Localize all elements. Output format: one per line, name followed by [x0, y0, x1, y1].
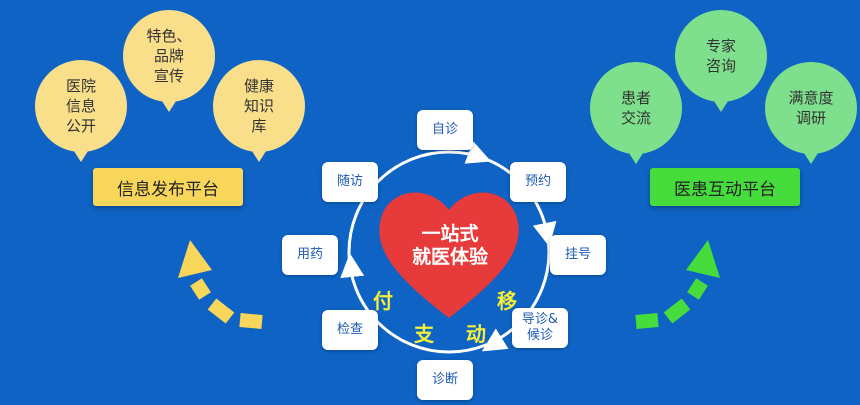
right-bubble: 患者 交流 [590, 62, 682, 164]
interaction-platform-label: 医患互动平台 [650, 168, 800, 206]
cycle-arrow [340, 253, 365, 279]
pay-char: 动 [466, 322, 486, 346]
cycle-ring [347, 150, 551, 354]
pay-char: 支 [414, 322, 434, 346]
step-box: 用药 [282, 235, 338, 275]
cycle-arrow [481, 328, 509, 352]
left-arrow [178, 240, 263, 329]
step-box: 挂号 [550, 235, 606, 275]
pay-char: 移 [497, 289, 517, 313]
pay-char: 付 [373, 289, 393, 313]
left-bubble: 健康 知识 库 [213, 60, 305, 162]
left-bubble: 医院 信息 公开 [35, 60, 127, 162]
right-arrow [635, 240, 720, 329]
cycle-arrow [464, 141, 492, 164]
heart-shape [379, 192, 519, 318]
step-box: 诊断 [417, 360, 473, 400]
right-bubble: 专家 咨询 [675, 10, 767, 112]
heart-text: 一站式 就医体验 [411, 223, 488, 268]
step-box: 随访 [322, 162, 378, 202]
step-box: 预约 [510, 162, 566, 202]
step-box: 自诊 [417, 110, 473, 150]
info-platform-label: 信息发布平台 [93, 168, 243, 206]
cycle-arrow [532, 220, 557, 247]
step-box: 导诊& 候诊 [512, 308, 568, 348]
left-bubble: 特色、 品牌 宣传 [123, 10, 215, 112]
right-bubble: 满意度 调研 [765, 62, 857, 164]
step-box: 检查 [322, 310, 378, 350]
